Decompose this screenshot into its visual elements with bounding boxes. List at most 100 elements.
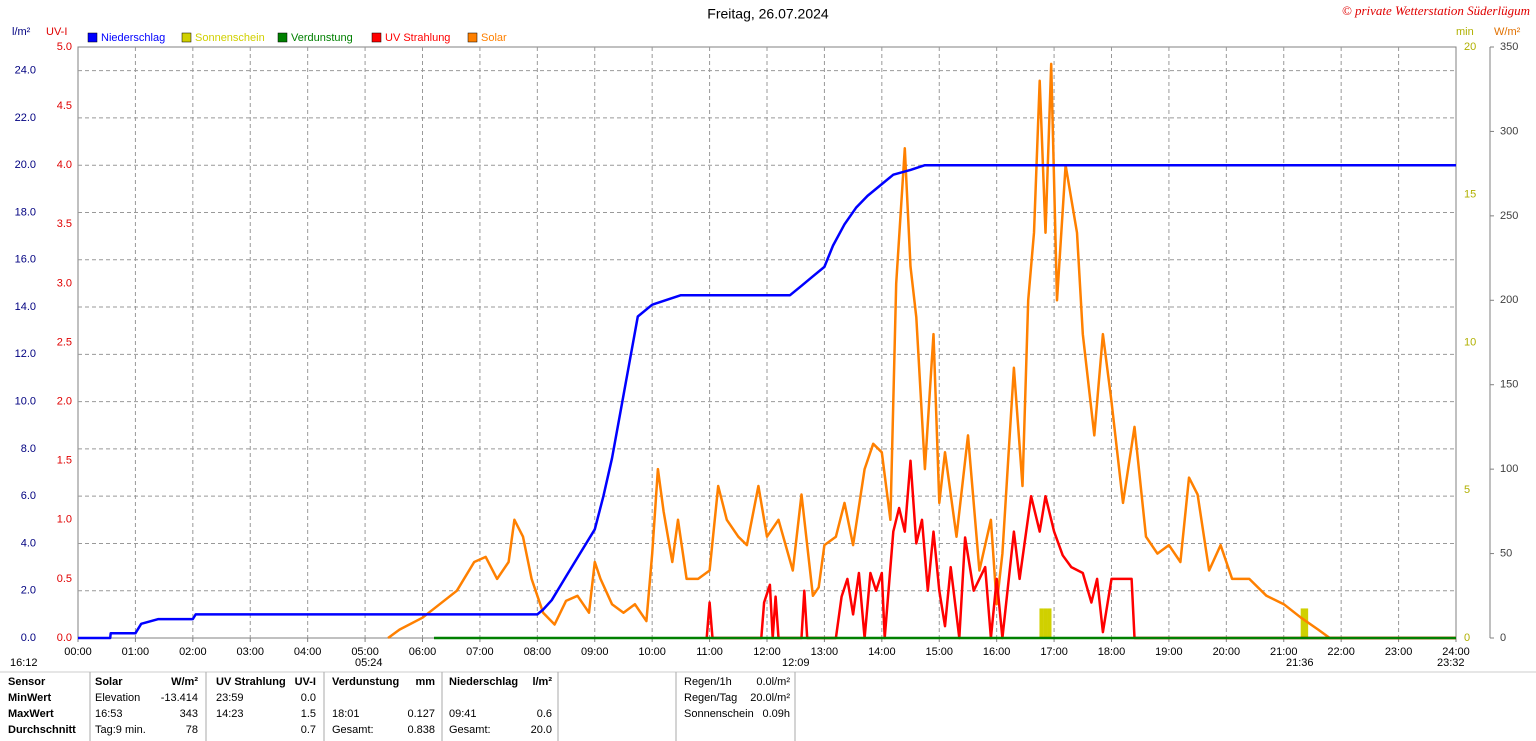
table-cell: UV Strahlung [216, 676, 286, 688]
x-tick-label: 18:00 [1098, 646, 1126, 658]
x-tick-label: 13:00 [811, 646, 839, 658]
x-tick-label: 24:00 [1442, 646, 1470, 658]
legend-label: Verdunstung [291, 32, 353, 44]
annotation: 21:36 [1286, 657, 1314, 669]
y-tick-label: 350 [1500, 41, 1518, 53]
y-tick-label: 2.0 [57, 396, 72, 408]
table-cell: 23:59 [216, 692, 244, 704]
legend-swatch [277, 32, 288, 43]
y-tick-label: 100 [1500, 463, 1518, 475]
annotation: 16:12 [10, 657, 38, 669]
table-cell: Elevation [95, 692, 140, 704]
x-tick-label: 09:00 [581, 646, 609, 658]
legend-swatch [181, 32, 192, 43]
x-tick-label: 07:00 [466, 646, 494, 658]
x-tick-label: 14:00 [868, 646, 896, 658]
summary-value: 0.09h [762, 708, 790, 720]
table-cell: 0.127 [407, 708, 435, 720]
y-axis-label: l/m² [12, 26, 31, 38]
table-cell: l/m² [532, 676, 552, 688]
x-tick-label: 11:00 [696, 646, 723, 658]
bar [1039, 608, 1044, 638]
summary-label: Regen/Tag [684, 692, 737, 704]
y-tick-label: 14.0 [15, 301, 36, 313]
table-cell: W/m² [171, 676, 198, 688]
series-line [705, 459, 1456, 640]
table-cell: 16:53 [95, 708, 123, 720]
annotation: 23:32 [1437, 657, 1465, 669]
x-tick-label: 06:00 [409, 646, 437, 658]
table-cell: 0.6 [537, 708, 552, 720]
legend-swatch [87, 32, 98, 43]
y-tick-label: 6.0 [21, 490, 36, 502]
legend-label: UV Strahlung [385, 32, 450, 44]
y-tick-label: 1.0 [57, 514, 72, 526]
y-tick-label: 18.0 [15, 206, 36, 218]
table-cell: 14:23 [216, 708, 244, 720]
y-tick-label: 0 [1500, 632, 1506, 644]
x-tick-label: 08:00 [524, 646, 552, 658]
x-tick-label: 01:00 [122, 646, 150, 658]
y-tick-label: 3.5 [57, 218, 72, 230]
x-tick-label: 10:00 [638, 646, 666, 658]
y2-axis-label: UV-I [46, 26, 67, 38]
table-cell: 18:01 [332, 708, 360, 720]
y-tick-label: 8.0 [21, 443, 36, 455]
chart-title: Freitag, 26.07.2024 [707, 6, 829, 22]
table-cell: Verdunstung [332, 676, 399, 688]
y-tick-label: 16.0 [15, 254, 36, 266]
y-tick-label: 5.0 [57, 41, 72, 53]
x-tick-label: 21:00 [1270, 646, 1298, 658]
x-tick-label: 23:00 [1385, 646, 1413, 658]
x-tick-label: 17:00 [1040, 646, 1068, 658]
table-cell: 20.0 [531, 724, 552, 736]
credit: © private Wetterstation Süderlügum [1342, 3, 1530, 18]
y-tick-label: 20 [1464, 41, 1476, 53]
table-cell: MaxWert [8, 708, 54, 720]
legend-label: Sonnenschein [195, 32, 265, 44]
y-tick-label: 4.0 [57, 159, 72, 171]
summary-value: 20.0l/m² [750, 692, 790, 704]
y-tick-label: 200 [1500, 294, 1518, 306]
y-tick-label: 0.5 [57, 573, 72, 585]
y-tick-label: 50 [1500, 547, 1512, 559]
legend-label: Solar [481, 32, 507, 44]
bar [1304, 608, 1309, 638]
legend-swatch [371, 32, 382, 43]
y-tick-label: 5 [1464, 484, 1470, 496]
table-cell: Niederschlag [449, 676, 518, 688]
table-cell: Tag:9 min. [95, 724, 146, 736]
y-tick-label: 10.0 [15, 396, 36, 408]
series-line [387, 62, 1456, 640]
x-tick-label: 12:00 [753, 646, 781, 658]
table-cell: 09:41 [449, 708, 477, 720]
annotation: 12:09 [782, 657, 810, 669]
y-tick-label: 15 [1464, 189, 1476, 201]
table-cell: -13.414 [161, 692, 198, 704]
x-tick-label: 02:00 [179, 646, 207, 658]
summary-value: 0.0l/m² [756, 676, 790, 688]
x-tick-label: 20:00 [1213, 646, 1241, 658]
table-cell: 343 [180, 708, 198, 720]
table-cell: UV-I [295, 676, 316, 688]
y-tick-label: 150 [1500, 379, 1518, 391]
summary-label: Sonnenschein [684, 708, 754, 720]
table-cell: 0.0 [301, 692, 316, 704]
table-cell: Solar [95, 676, 123, 688]
y-tick-label: 22.0 [15, 112, 36, 124]
legend-label: Niederschlag [101, 32, 165, 44]
x-tick-label: 00:00 [64, 646, 92, 658]
y-tick-label: 1.5 [57, 455, 72, 467]
y-tick-label: 4.5 [57, 100, 72, 112]
y-tick-label: 0.0 [57, 632, 72, 644]
y4-axis-label: W/m² [1494, 26, 1521, 38]
x-tick-label: 04:00 [294, 646, 322, 658]
bar [1043, 608, 1048, 638]
summary-label: Regen/1h [684, 676, 732, 688]
table-cell: 0.7 [301, 724, 316, 736]
table-cell: Gesamt: [449, 724, 491, 736]
x-tick-label: 05:00 [351, 646, 379, 658]
y-tick-label: 10 [1464, 336, 1476, 348]
series-line [78, 163, 1456, 640]
